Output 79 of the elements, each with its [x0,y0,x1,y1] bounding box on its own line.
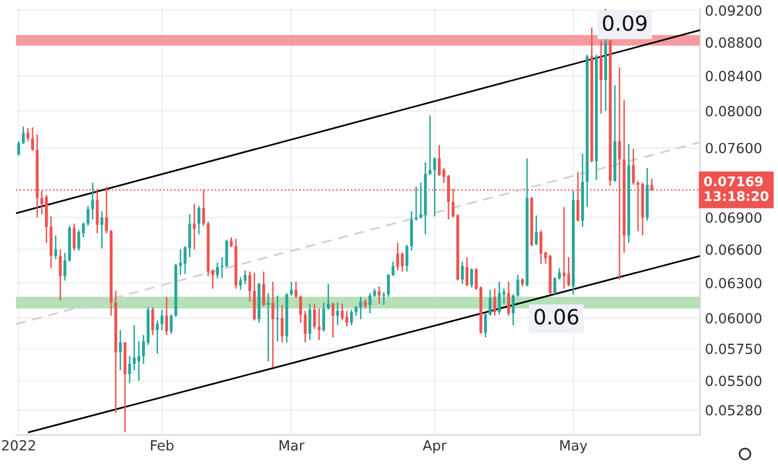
candlestick [244,270,247,285]
candlestick [336,302,340,326]
candlestick [460,260,464,285]
candlestick [63,252,66,282]
candlestick [128,356,132,384]
candlestick [271,281,274,368]
y-tick-label: 0.06900 [706,212,762,223]
candlestick [91,182,94,220]
candlestick [516,274,520,298]
band-label: 0.09 [602,15,646,31]
candlestick [318,308,321,341]
candlestick [359,296,362,320]
candlestick [534,214,538,246]
x-tick-label: May [560,440,588,454]
candlestick [280,304,284,344]
candlestick [86,205,90,227]
candlestick [368,292,372,314]
candlestick [156,320,159,354]
candlestick [350,308,353,326]
candlestick [31,126,34,152]
candlestick [198,205,200,235]
candlestick [632,148,635,186]
x-tick-label: Feb [151,440,174,451]
y-tick-label: 0.06000 [706,312,762,324]
candlestick [386,273,390,298]
candlestick [165,296,168,336]
candlestick [378,286,381,304]
candlestick [54,234,58,260]
candlestick [118,329,122,371]
candlestick [266,292,270,362]
candlestick [428,114,432,176]
candlestick [290,281,293,296]
x-tick-label: Apr [422,440,447,454]
candlestick [262,270,266,307]
candlestick [294,281,298,299]
candlestick [466,256,468,288]
candlestick [433,156,436,218]
candlestick [239,276,242,290]
candlestick [82,222,85,238]
candlestick [100,210,104,250]
candlestick [22,126,25,145]
candlestick [414,186,418,222]
candlestick [313,303,316,330]
candlestick [220,256,224,280]
candlestick [332,302,334,338]
candlestick [345,310,348,328]
y-tick-label: 0.08800 [706,37,762,48]
candlestick [137,340,140,382]
candlestick [484,312,487,338]
y-tick-label: 0.05500 [706,376,762,386]
y-tick-label: 0.05750 [706,344,762,354]
candlestick [396,242,400,272]
candlestick [392,260,394,277]
candlestick [354,305,358,316]
candlestick [326,283,330,310]
candlestick [405,244,408,272]
candlestick [600,40,602,114]
band-label: 0.06 [534,308,578,325]
y-tick-label: 0.08000 [706,106,762,116]
ref-line-label: 0.07169 13:18:20 [704,176,768,202]
candlestick [160,308,164,331]
candlestick [470,268,474,288]
candlestick [364,298,367,310]
candlestick [299,294,302,324]
candlestick [488,289,492,316]
candlestick [26,128,30,142]
x-tick-label: 2022 [2,440,35,451]
y-tick-label: 0.06600 [706,244,762,255]
y-tick-label: 0.07600 [706,142,762,154]
x-tick-label: Mar [280,440,304,451]
candlestick [558,268,561,280]
y-tick-label: 0.08400 [706,70,762,82]
candlestick [192,203,196,250]
candlestick [72,223,76,252]
y-tick-label: 0.09200 [706,5,762,16]
y-tick-label: 0.05280 [706,405,762,416]
candlestick [216,262,219,280]
y-tick-label: 0.06300 [706,278,762,288]
candlestick [507,281,510,316]
